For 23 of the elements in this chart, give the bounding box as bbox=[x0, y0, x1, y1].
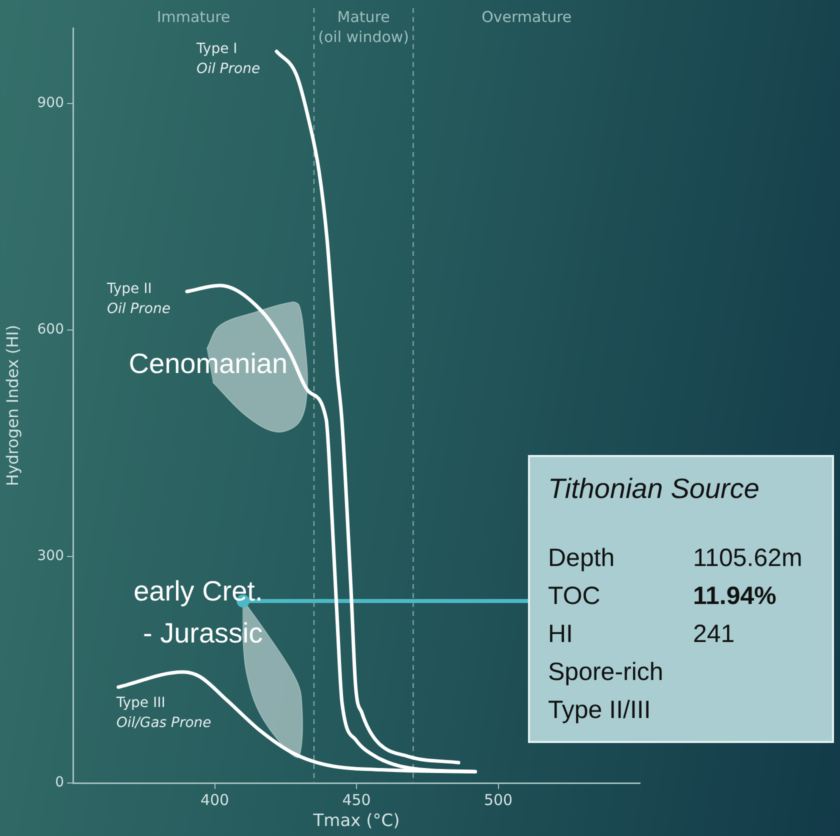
annotation: Mature (oil window) bbox=[318, 8, 410, 46]
annotation: early Cret. - Jurassic bbox=[134, 575, 263, 648]
x-tick-label: 500 bbox=[484, 790, 513, 809]
text: Depth 1105.62m bbox=[548, 544, 802, 572]
text: Overmature bbox=[482, 8, 572, 26]
y-tick-label: 600 bbox=[37, 322, 64, 338]
text: TOC 11.94% bbox=[548, 582, 776, 610]
annotation: Type II/III bbox=[548, 696, 652, 724]
text: HI 241 bbox=[548, 620, 735, 648]
series-label: Type I Oil Prone bbox=[196, 41, 260, 78]
annotation: Tithonian Source bbox=[548, 473, 760, 505]
y-tick-label: 300 bbox=[37, 548, 64, 564]
y-tick-label: 900 bbox=[37, 95, 64, 112]
x-tick-label: 450 bbox=[342, 790, 371, 809]
x-tick-label: 400 bbox=[200, 790, 230, 809]
y-tick-label: 0 bbox=[55, 774, 64, 791]
y-axis-title: Hydrogen Index (HI) bbox=[2, 324, 22, 486]
annotation: Cenomanian bbox=[128, 348, 288, 380]
text: Immature bbox=[156, 8, 230, 26]
annotation: Spore-rich bbox=[548, 658, 664, 686]
x-axis-title: Tmax (°C) bbox=[312, 811, 400, 832]
series-label: Type III Oil/Gas Prone bbox=[115, 694, 212, 731]
series-label: Type II Oil Prone bbox=[106, 281, 170, 318]
